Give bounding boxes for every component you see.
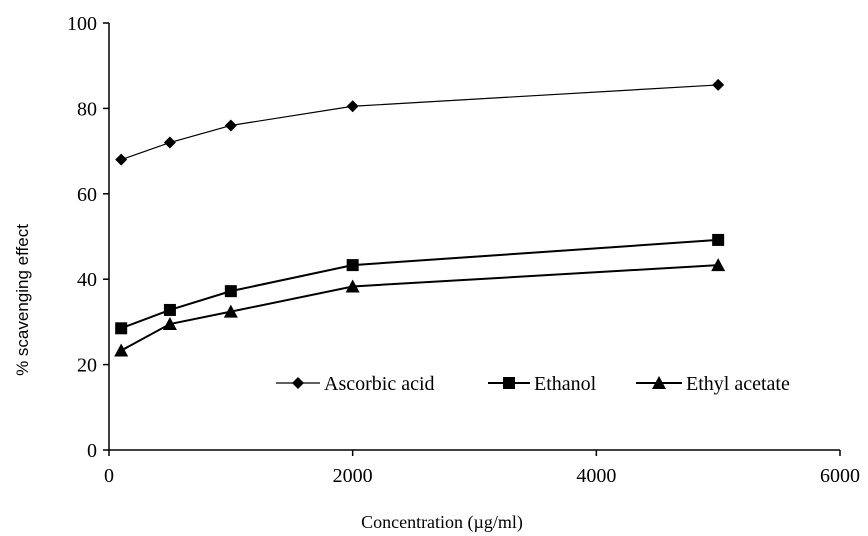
legend-label: Ethyl acetate: [686, 373, 790, 395]
series-line-ethyl-acetate: [120, 264, 719, 352]
legend-item-ascorbic-acid: Ascorbic acid: [276, 373, 435, 395]
legend-item-ethyl-acetate: Ethyl acetate: [636, 373, 790, 395]
x-tick-label: 2000: [333, 465, 373, 487]
legend-marker-ethyl-acetate: [652, 376, 666, 389]
series-group: [114, 78, 726, 357]
data-point-ethyl-acetate: [345, 279, 360, 293]
y-tick-label: 40: [77, 269, 97, 291]
x-tick-label: 4000: [576, 465, 616, 487]
data-point-ethanol: [712, 233, 725, 246]
legend-marker-ascorbic-acid: [292, 377, 304, 389]
y-tick-label: 80: [77, 98, 97, 120]
data-point-ethanol: [115, 322, 128, 335]
data-point-ascorbic-acid: [712, 78, 725, 91]
data-point-ascorbic-acid: [163, 136, 176, 149]
series-ethyl-acetate: [114, 258, 726, 357]
data-point-ethyl-acetate: [223, 304, 238, 318]
data-point-ethyl-acetate: [162, 317, 177, 331]
y-tick-label: 0: [87, 440, 97, 462]
series-ethanol: [115, 233, 725, 335]
data-point-ethyl-acetate: [114, 343, 129, 357]
y-tick-label: 100: [67, 13, 97, 35]
y-axis-title: % scavenging effect: [13, 224, 32, 376]
x-tick-label: 0: [104, 465, 114, 487]
y-ticks: 0 20 40 60 80 100: [67, 13, 109, 462]
legend-label: Ethanol: [534, 373, 597, 395]
data-point-ethanol: [163, 303, 176, 316]
data-point-ethanol: [346, 259, 359, 272]
legend-item-ethanol: Ethanol: [488, 373, 597, 395]
series-ascorbic-acid: [115, 78, 725, 166]
series-line-ascorbic-acid: [120, 84, 719, 161]
y-tick-label: 20: [77, 355, 97, 377]
data-point-ethyl-acetate: [711, 258, 726, 272]
data-point-ascorbic-acid: [115, 153, 128, 166]
data-point-ethanol: [224, 285, 237, 298]
x-tick-label: 6000: [820, 465, 860, 487]
y-tick-label: 60: [77, 184, 97, 206]
legend-label: Ascorbic acid: [324, 373, 435, 395]
data-point-ascorbic-acid: [224, 119, 237, 132]
axes: [108, 23, 840, 451]
legend: Ascorbic acid Ethanol Ethyl acetate: [276, 373, 790, 395]
data-point-ascorbic-acid: [346, 100, 359, 113]
x-axis-title: Concentration (µg/ml): [361, 512, 523, 533]
legend-marker-ethanol: [503, 377, 515, 389]
x-ticks: 0 2000 4000 6000: [104, 450, 860, 487]
